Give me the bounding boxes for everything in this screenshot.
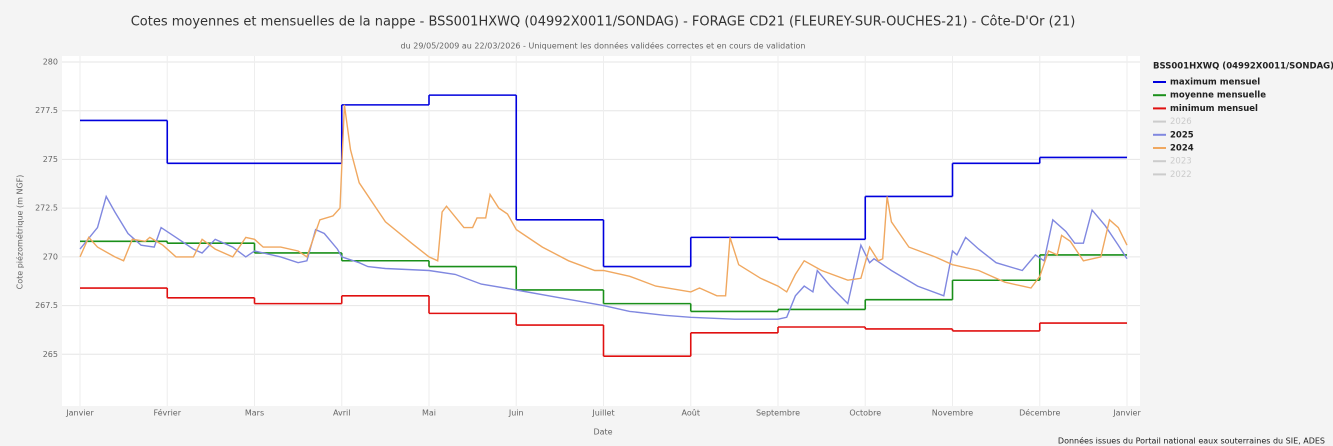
legend-label: maximum mensuel — [1170, 78, 1260, 88]
x-tick-label: Août — [682, 409, 700, 418]
series-line — [79, 104, 1128, 297]
legend-label: moyenne mensuelle — [1170, 91, 1266, 101]
legend-label: 2024 — [1170, 144, 1194, 154]
y-tick-label: 275 — [43, 155, 58, 164]
y-axis-label: Cote piézométrique (m NGF) — [15, 175, 25, 290]
x-tick-label: Avril — [333, 409, 350, 418]
x-tick-label: Juillet — [591, 409, 614, 418]
chart-title: Cotes moyennes et mensuelles de la nappe… — [131, 15, 1076, 30]
source-note: Données issues du Portail national eaux … — [1058, 436, 1325, 446]
y-tick-label: 270 — [43, 252, 58, 261]
legend-label: 2025 — [1170, 130, 1194, 140]
legend-label: minimum mensuel — [1170, 104, 1258, 114]
legend-title: BSS001HXWQ (04992X0011/SONDAG) — [1153, 62, 1333, 72]
x-tick-label: Février — [153, 408, 181, 418]
x-tick-label: Septembre — [756, 409, 800, 418]
y-tick-label: 272.5 — [35, 204, 58, 213]
plot-area — [62, 56, 1140, 406]
y-tick-label: 277.5 — [35, 106, 58, 115]
x-axis-label: Date — [593, 428, 612, 437]
y-tick-label: 280 — [43, 58, 58, 67]
x-tick-label: Janvier — [65, 409, 94, 418]
x-tick-label: Mai — [422, 409, 436, 418]
x-tick-label: Décembre — [1019, 408, 1060, 418]
y-tick-label: 265 — [43, 350, 58, 359]
x-tick-label: Janvier — [1112, 409, 1141, 418]
x-tick-label: Juin — [508, 409, 524, 418]
y-tick-label: 267.5 — [35, 301, 58, 310]
series-line — [79, 194, 1128, 320]
x-tick-label: Octobre — [849, 409, 881, 418]
x-tick-label: Novembre — [932, 409, 974, 418]
legend-label: 2023 — [1170, 157, 1192, 167]
chart-subtitle: du 29/05/2009 au 22/03/2026 - Uniquement… — [401, 41, 806, 51]
legend-label: 2026 — [1170, 117, 1192, 127]
x-tick-label: Mars — [245, 409, 264, 418]
legend-label: 2022 — [1170, 170, 1192, 180]
